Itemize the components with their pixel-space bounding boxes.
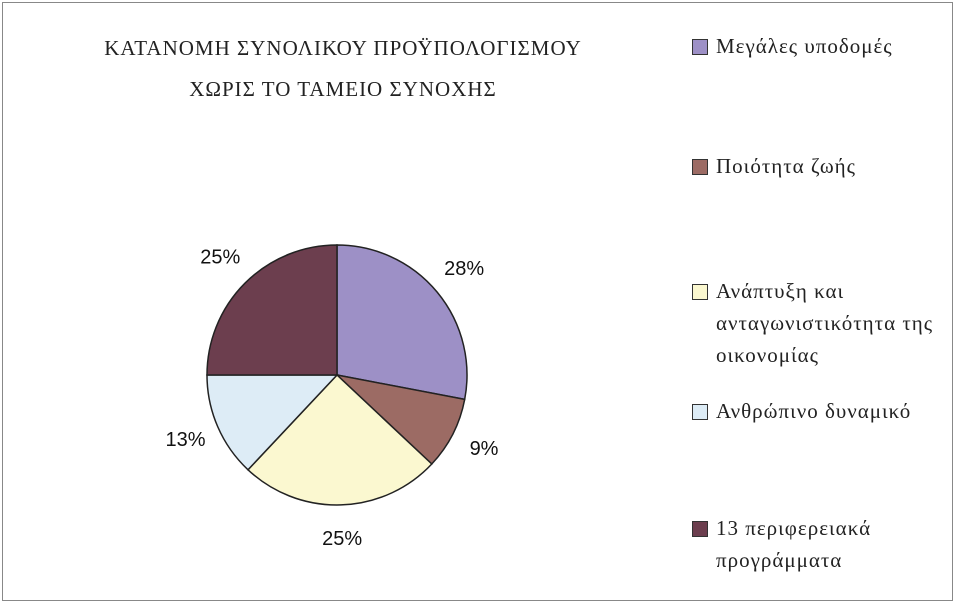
legend-label: Ανθρώπινο δυναμικό xyxy=(716,399,912,423)
data-label: 9% xyxy=(470,438,499,460)
pie-slice xyxy=(246,373,433,506)
legend-swatch xyxy=(692,521,708,537)
legend-item: Μεγάλες υποδομές xyxy=(692,30,954,62)
legend-item: Ποιότητα ζωής xyxy=(692,150,954,182)
data-label: 28% xyxy=(444,258,484,280)
legend-swatch xyxy=(692,159,708,175)
pie-slice xyxy=(336,244,468,401)
chart-title: ΧΩΡΙΣ ΤΟ ΤΑΜΕΙΟ ΣΥΝΟΧΗΣ xyxy=(189,77,497,101)
pie-slice xyxy=(206,244,338,376)
legend-swatch xyxy=(692,284,708,300)
pie-slice xyxy=(206,374,339,471)
legend-swatch xyxy=(692,39,708,55)
legend-swatch xyxy=(692,404,708,420)
legend-label: Μεγάλες υποδομές xyxy=(716,34,893,58)
legend-item: 13 περιφερειακά προγράμματα xyxy=(692,512,954,576)
chart-title: ΚΑΤΑΝΟΜΗ ΣΥΝΟΛΙΚΟΥ ΠΡΟΫΠΟΛΟΓΙΣΜΟΥ xyxy=(104,36,581,60)
legend-label: 13 περιφερειακά προγράμματα xyxy=(716,516,872,572)
legend-label: Ποιότητα ζωής xyxy=(716,154,856,178)
data-label: 25% xyxy=(200,247,240,269)
data-label: 13% xyxy=(166,429,206,451)
legend-item: Ανθρώπινο δυναμικό xyxy=(692,395,954,427)
legend-item: Ανάπτυξη και ανταγωνιστικότητα της οικον… xyxy=(692,275,954,371)
legend-label: Ανάπτυξη και ανταγωνιστικότητα της οικον… xyxy=(716,279,934,367)
data-label: 25% xyxy=(322,528,362,550)
